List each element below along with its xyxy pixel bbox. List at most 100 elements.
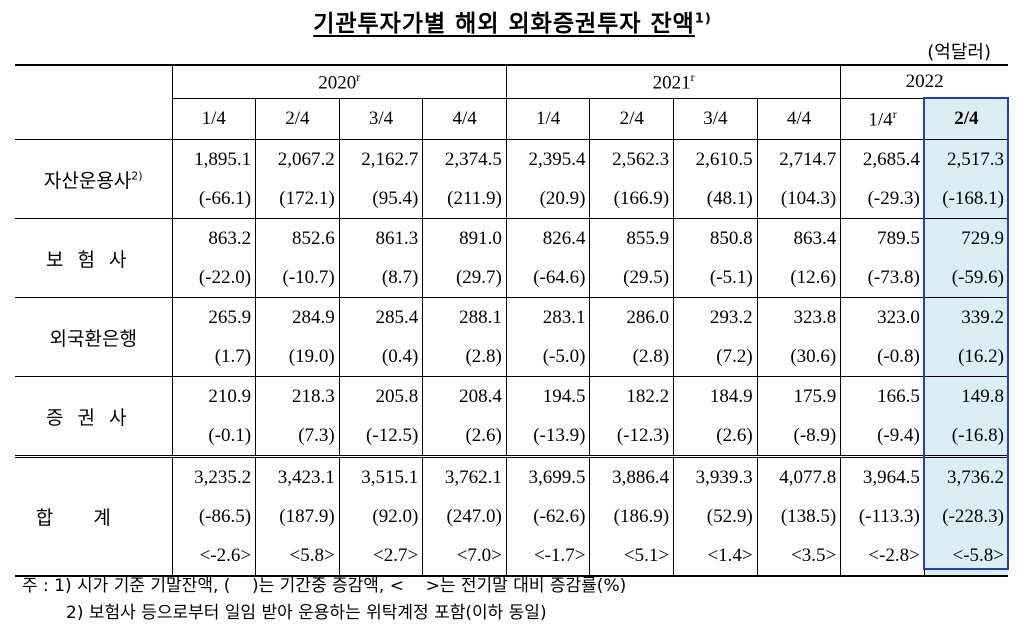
data-cell: 3,423.1 (187.9) <5.8> — [255, 455, 340, 577]
data-cell: 184.9 (2.6) — [673, 376, 758, 457]
table: 2020r 2021r 2022 1/4 2/4 3/4 4/4 1/4 2/4 3/4 4/4 1/… — [15, 64, 1008, 577]
data-cell: 218.3 (7.3) — [255, 376, 340, 457]
cell-value: (19.0) — [288, 346, 335, 367]
data-cell: 891.0 (29.7) — [422, 218, 507, 298]
cell-value: 2,517.3 — [947, 149, 1004, 170]
cell-value: 2,714.7 — [779, 149, 837, 170]
cell-value: (-29.3) — [867, 188, 920, 209]
cell-value: (-13.9) — [533, 425, 586, 446]
quarter: 1/4 — [201, 108, 226, 129]
footnote: 주 : 1) 시가 기준 기말잔액, ( )는 기간중 증감액, < >는 전기… — [22, 576, 627, 596]
year-header: 2020r — [171, 64, 507, 99]
cell-value: 863.4 — [793, 228, 837, 249]
cell-value: 208.4 — [459, 386, 502, 407]
cell-value: (-9.4) — [877, 425, 920, 446]
quarter-header: 4/4 — [422, 98, 507, 140]
quarter: 3/4 — [368, 108, 394, 129]
row-label: 외국환은행 — [15, 297, 173, 377]
data-cell: 3,886.4 (186.9) <5.1> — [589, 455, 675, 577]
cell-value: 205.8 — [375, 386, 419, 407]
cell-value: (48.1) — [706, 188, 753, 209]
cell-value: (-5.1) — [709, 267, 753, 288]
cell-value: 293.2 — [709, 307, 753, 328]
cell-value: 288.1 — [459, 307, 502, 328]
cell-value: (12.6) — [790, 267, 837, 288]
cell-value: 852.6 — [291, 228, 335, 249]
cell-value: 339.2 — [961, 307, 1004, 328]
data-cell: 288.1 (2.8) — [422, 297, 507, 377]
data-cell: 729.9 (-59.6) — [923, 218, 1008, 298]
cell-value: (186.9) — [613, 506, 670, 527]
quarter-header: 4/4 — [756, 98, 842, 140]
data-cell: 210.9 (-0.1) — [171, 376, 257, 457]
cell-value: 3,939.3 — [695, 467, 753, 488]
cell-value: (-73.8) — [867, 267, 920, 288]
quarter: 1/4 — [868, 109, 893, 131]
year-note: r — [356, 69, 361, 84]
cell-value: (2.6) — [465, 425, 502, 446]
corner — [15, 64, 173, 140]
row-label-text: 증권사 — [46, 406, 141, 429]
cell-value: (104.3) — [780, 188, 837, 209]
cell-value: (-5.0) — [542, 346, 586, 367]
data-cell: 850.8 (-5.1) — [673, 218, 758, 298]
cell-value: 2,374.5 — [444, 149, 502, 170]
quarter-header: 1/4r — [840, 98, 925, 140]
data-cell: 1,895.1 (-66.1) — [171, 139, 257, 219]
quarter-header: 3/4 — [673, 98, 758, 140]
data-row: 외국환은행 265.9 (1.7) 284.9 (19.0) 285.4 (0.4) 288.… — [15, 297, 1008, 377]
quarter-header: 1/4 — [172, 98, 257, 140]
quarter: 2/4 — [619, 108, 644, 129]
cell-value: 323.0 — [877, 307, 920, 328]
cell-value: 210.9 — [208, 386, 252, 407]
data-cell: 3,762.1 (247.0) <7.0> — [422, 455, 507, 577]
cell-value: (20.9) — [539, 188, 586, 209]
cell-value: (-0.8) — [877, 346, 920, 367]
cell-value: (-86.5) — [198, 506, 252, 527]
data-cell: 4,077.8 (138.5) <3.5> — [756, 455, 842, 577]
data-cell: 2,395.4 (20.9) — [505, 139, 591, 219]
cell-value: (-168.1) — [942, 188, 1004, 209]
data-cell: 166.5 (-9.4) — [840, 376, 925, 457]
cell-value: 2,610.5 — [695, 149, 753, 170]
row-label-text: 자산운용사 — [43, 169, 132, 192]
data-cell: 3,235.2 (-86.5) <-2.6> — [171, 455, 257, 577]
data-cell: 3,964.5 (-113.3) <-2.8> — [840, 455, 925, 577]
quarter-header: 1/4 — [505, 98, 591, 140]
cell-value: (2.8) — [465, 346, 502, 367]
cell-value: (211.9) — [447, 188, 502, 209]
data-cell: 175.9 (-8.9) — [756, 376, 842, 457]
unit: (억달러) — [927, 42, 991, 63]
data-cell: 2,374.5 (211.9) — [422, 139, 507, 219]
cell-value: 3,235.2 — [194, 467, 252, 488]
title-note: 1) — [694, 11, 712, 27]
data-cell: 3,515.1 (92.0) <2.7> — [338, 455, 424, 577]
cell-value: (166.9) — [613, 188, 670, 209]
row-label: 합계 — [15, 455, 173, 577]
data-cell: 283.1 (-5.0) — [505, 297, 591, 377]
row-label-text: 합계 — [35, 507, 151, 529]
cell-value: <-2.8> — [868, 545, 920, 566]
data-cell: 208.4 (2.6) — [422, 376, 507, 457]
cell-value: 194.5 — [542, 386, 586, 407]
cell-value: (-66.1) — [198, 188, 252, 209]
cell-value: 166.5 — [877, 386, 920, 407]
data-cell: 2,610.5 (48.1) — [673, 139, 758, 219]
cell-value: 284.9 — [291, 307, 335, 328]
cell-value: 891.0 — [459, 228, 502, 249]
data-cell: 284.9 (19.0) — [255, 297, 340, 377]
data-cell: 855.9 (29.5) — [589, 218, 675, 298]
cell-value: (-22.0) — [198, 267, 252, 288]
cell-value: 2,562.3 — [612, 149, 670, 170]
cell-value: 184.9 — [709, 386, 753, 407]
cell-value: <5.1> — [623, 545, 670, 566]
row-label: 증권사 — [15, 376, 173, 457]
data-cell: 205.8 (-12.5) — [338, 376, 424, 457]
cell-value: (7.2) — [716, 346, 753, 367]
data-cell: 286.0 (2.8) — [589, 297, 675, 377]
cell-value: (0.4) — [381, 346, 419, 367]
data-row: 합계 3,235.2 (-86.5) <-2.6> 3,423.1 (187.9) <5.8… — [15, 455, 1008, 577]
data-row: 자산운용사2) 1,895.1 (-66.1) 2,067.2 (172.1) 2,162… — [15, 139, 1008, 219]
title-text: 기관투자가별 해외 외화증권투자 잔액 — [313, 11, 695, 37]
cell-value: 218.3 — [291, 386, 335, 407]
